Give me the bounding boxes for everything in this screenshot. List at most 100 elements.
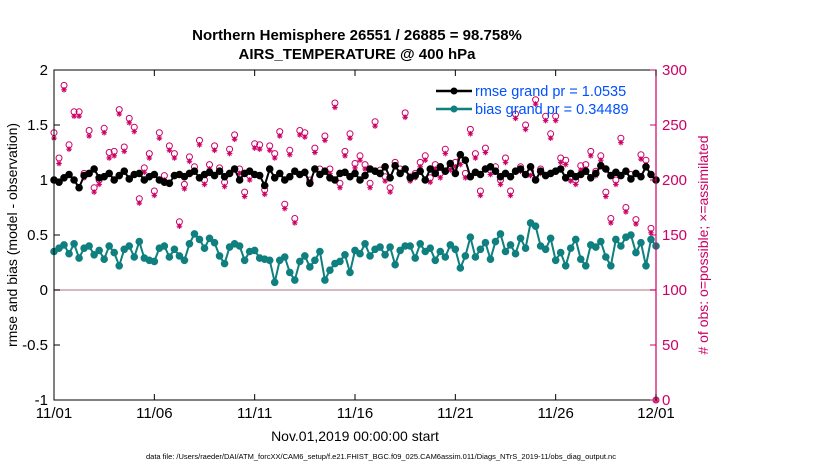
rmse-point [592,169,600,178]
obs-assimilated-marker [106,155,112,161]
rmse-point [506,172,515,181]
rmse-point [115,171,124,180]
rmse-point [301,168,309,177]
obs-assimilated-marker [146,155,153,161]
obs-assimilated-marker [261,191,268,198]
rmse-point [466,172,475,181]
bias-point [637,238,645,247]
rmse-point [230,165,239,173]
obs-assimilated-marker [512,115,519,122]
bias-point [341,251,349,259]
plot-area [54,70,656,400]
rmse-point [391,161,399,170]
rmse-point [150,170,159,179]
rmse-point [165,179,174,188]
obs-assimilated-marker [186,158,193,165]
bias-point [546,234,555,243]
bias-point [516,234,525,243]
obs-assimilated-marker [201,181,208,188]
rmse-point [70,176,78,184]
x-tick-label: 11/26 [537,405,573,422]
obs-assimilated-marker [246,177,253,183]
obs-assimilated-marker [347,135,353,141]
obs-assimilated-marker [136,200,143,206]
bias-point [185,240,194,248]
bias-point [250,246,259,255]
bias-point [95,246,103,255]
obs-assimilated-marker [221,183,228,190]
obs-assimilated-marker [76,113,82,119]
obs-assimilated-marker [251,145,258,151]
obs-assimilated-marker [181,186,188,192]
bias-point [150,257,159,266]
bias-point [471,253,480,261]
obs-assimilated-marker [211,147,218,154]
y-tick-label: 1 [40,172,48,189]
obs-assimilated-marker [497,181,504,188]
x-tick-label: 11/06 [136,405,172,422]
obs-assimilated-marker [613,181,619,188]
rmse-point [105,169,113,178]
obs-assimilated-marker [362,166,368,172]
bias-point [416,240,425,248]
obs-assimilated-marker [322,137,328,144]
bias-point [190,230,199,238]
x-tick-label: 11/16 [337,405,373,422]
rmse-point [356,176,364,184]
bias-point [592,243,600,251]
bias-point [366,252,374,260]
y2-tick-label: 50 [662,337,679,354]
rmse-point [436,163,445,171]
rmse-point [602,165,610,173]
bias-point [521,244,530,252]
data-file-footer: data file: /Users/raeder/DAI/ATM_forcXX/… [146,452,616,461]
bias-point [431,256,440,265]
obs-assimilated-marker [241,193,248,200]
obs-assimilated-marker [121,148,128,155]
bias-point [566,244,575,252]
rmse-point [637,172,645,181]
rmse-point [531,176,540,184]
x-axis-label: Nov.01,2019 00:00:00 start [271,428,439,444]
obs-assimilated-marker [542,117,549,124]
bias-point [597,237,605,246]
obs-assimilated-marker [603,193,609,200]
bias-point [346,268,354,277]
obs-assimilated-marker [487,171,494,178]
obs-assimilated-marker [281,205,288,212]
y2-tick-label: 150 [662,227,687,244]
obs-assimilated-marker [156,135,163,141]
rmse-point [65,170,73,179]
obs-assimilated-marker [442,150,449,157]
rmse-point [225,169,234,178]
obs-assimilated-marker [437,175,444,181]
obs-assimilated-marker [342,153,348,159]
bias-point [280,253,289,261]
obs-assimilated-marker [226,150,233,157]
y-tick-label: 0 [40,282,48,299]
obs-assimilated-marker [151,192,158,199]
obs-assimilated-marker [387,189,393,195]
obs-assimilated-marker [587,153,594,159]
bias-point [632,248,640,257]
obs-assimilated-marker [337,184,343,191]
x-tick-label: 11/11 [237,405,272,422]
obs-assimilated-marker [372,123,378,129]
rmse-point [386,174,394,182]
rmse-point [521,170,530,179]
y2-tick-label: 300 [662,62,687,79]
legend-label: rmse grand pr = 1.0535 [475,84,626,100]
obs-assimilated-marker [552,117,559,124]
bias-point [531,222,540,230]
bias-point [602,253,610,261]
rmse-point [311,165,319,173]
obs-assimilated-marker [532,101,539,107]
rmse-point [125,175,134,183]
rmse-point [486,163,495,171]
rmse-point [306,179,314,188]
rmse-point [321,167,329,175]
obs-assimilated-marker [111,153,117,159]
rmse-point [235,176,244,184]
obs-assimilated-marker [422,157,429,163]
bias-point [205,234,214,243]
